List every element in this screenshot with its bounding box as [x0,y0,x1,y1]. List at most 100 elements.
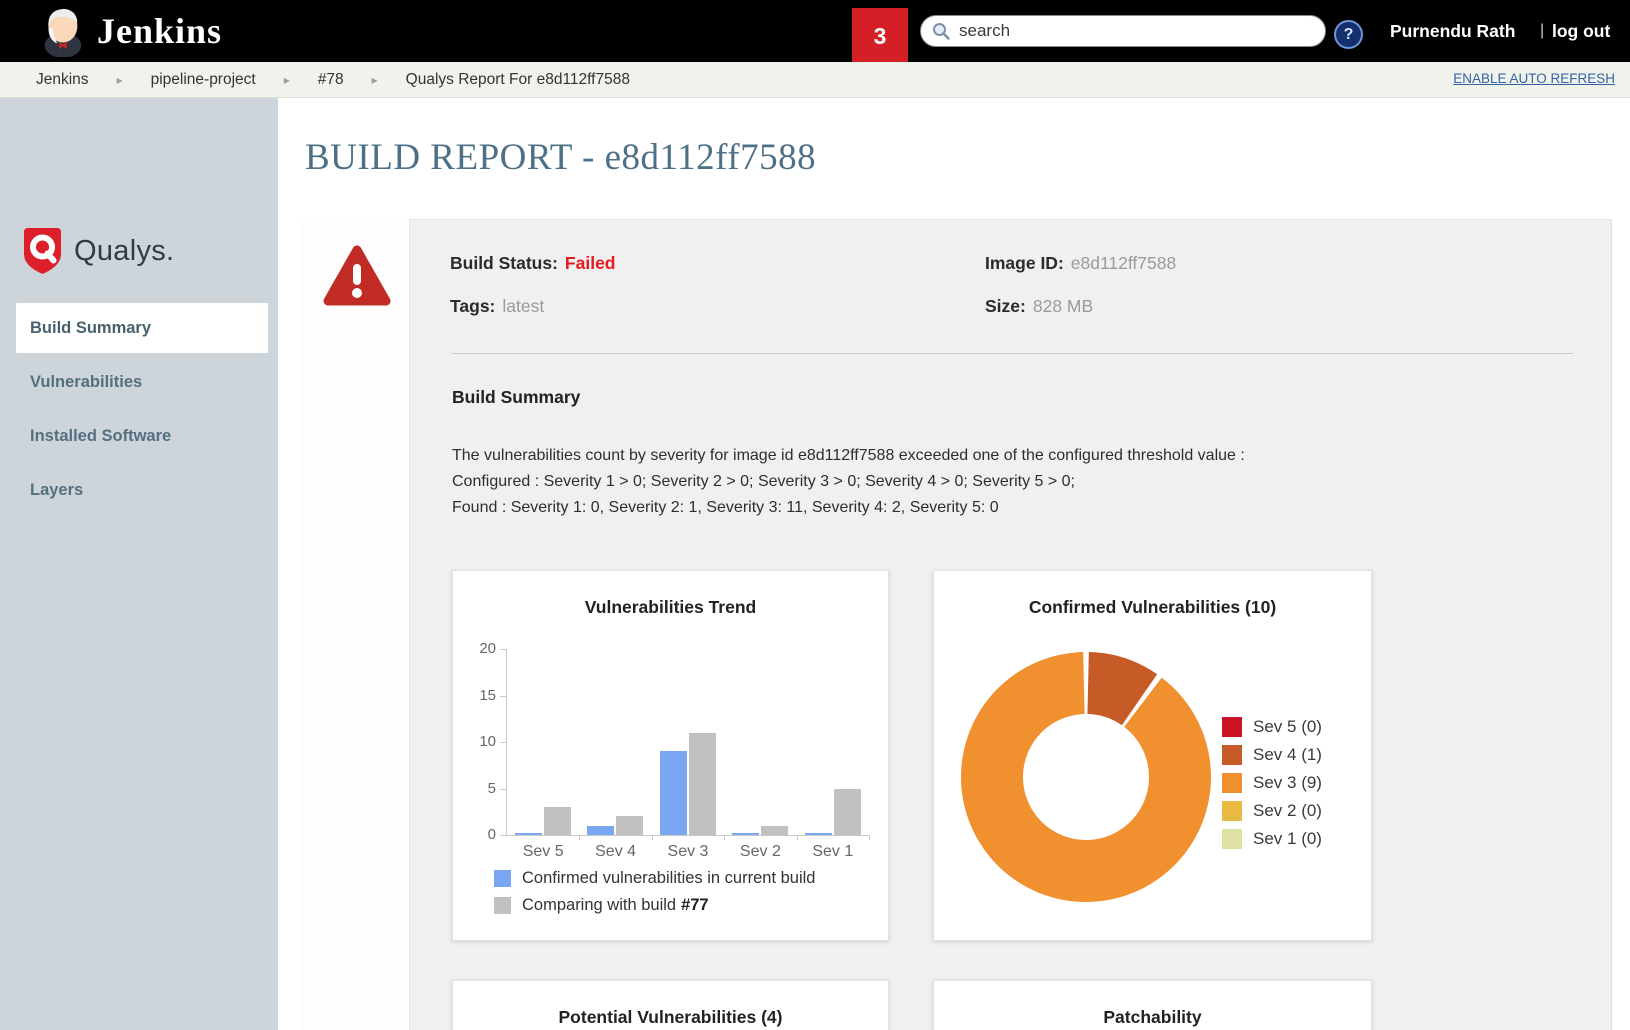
legend-item-previous-build: Comparing with build #77 [494,892,815,919]
help-icon[interactable]: ? [1334,20,1363,49]
y-axis-tick-label: 20 [479,640,496,657]
vulnerabilities-trend-card: Vulnerabilities Trend 0 5 10 15 20 Sev 5 Sev 4… [452,570,889,941]
sidebar-item-layers[interactable]: Layers [30,480,84,499]
bar-sev-3-series-0 [659,751,687,835]
search-input[interactable] [957,20,1315,42]
jenkins-home-link[interactable]: Jenkins [34,4,222,58]
trend-chart-legend: Confirmed vulnerabilities in current bui… [494,865,815,919]
warning-triangle-icon [323,245,391,306]
breadcrumb-arrow-icon: ▸ [116,72,123,87]
summary-line: Found : Severity 1: 0, Severity 2: 1, Se… [452,499,999,516]
build-status-value: Failed [564,253,616,273]
build-status-label: Build Status: [450,253,558,273]
legend-label: Sev 2 (0) [1253,801,1322,820]
y-axis-tick [500,695,507,697]
sidebar-item-installed-software[interactable]: Installed Software [30,426,172,445]
brand-wordmark: Jenkins [97,11,223,51]
x-axis-label: Sev 4 [595,843,637,860]
y-axis-tick [500,742,507,743]
x-axis-label: Sev 3 [667,843,709,860]
severity-donut-chart [960,652,1211,902]
build-status-row: Build Status: Failed [450,253,616,274]
bar-sev-2-series-0 [732,833,760,835]
legend-item-sev-1: Sev 1 (0) [1222,825,1322,853]
summary-line: Configured : Severity 1 > 0; Severity 2 … [452,473,1075,490]
tags-value: latest [502,296,545,316]
build-summary-heading: Build Summary [452,387,581,407]
image-id-row: Image ID: e8d112ff7588 [985,253,1176,274]
bar-sev-4-series-1 [616,816,644,835]
qualys-logo: Qualys. [22,226,174,276]
bar-sev-5-series-0 [515,833,542,835]
patchability-title: Patchability [1103,1007,1202,1027]
notification-badge[interactable]: 3 [852,8,908,64]
y-axis-tick [500,649,507,650]
topbar-separator: | [1540,22,1545,39]
bar-sev-2-series-1 [761,825,789,835]
summary-line: The vulnerabilities count by severity fo… [452,447,1245,464]
tags-row: Tags: latest [450,296,544,317]
legend-swatch [1222,745,1242,765]
x-axis-tick [724,835,726,840]
donut-chart-title: Confirmed Vulnerabilities (10) [1028,597,1277,617]
jenkins-mascot-icon [44,8,82,57]
legend-label: Sev 3 (9) [1253,773,1322,792]
sidebar: Qualys. Build Summary Vulnerabilities In… [0,98,278,1030]
legend-swatch [1222,829,1242,849]
donut-chart-legend: Sev 5 (0) Sev 4 (1) Sev 3 (9) Sev 2 (0) Sev … [1222,713,1322,853]
bar-sev-4-series-0 [587,825,615,835]
sidebar-item-build-summary[interactable]: Build Summary [16,303,268,353]
image-id-value: e8d112ff7588 [1070,253,1177,273]
legend-swatch-blue [494,870,511,887]
search-icon [933,23,950,40]
legend-label: Sev 5 (0) [1253,717,1322,736]
breadcrumb-item-project[interactable]: pipeline-project [150,70,256,88]
x-axis-label: Sev 1 [812,843,854,860]
trend-bar-chart: 0 5 10 15 20 Sev 5 Sev 4 Sev 3 Sev 2 Sev 1 [479,640,870,860]
image-id-label: Image ID: [985,253,1064,273]
top-bar: Jenkins 3 ? Purnendu Rath | log out [0,0,1630,64]
donut-slice-sev-3 [960,652,1211,902]
tags-label: Tags: [450,296,496,316]
legend-item-sev-4: Sev 4 (1) [1222,741,1322,769]
y-axis-tick-label: 15 [479,686,496,704]
patchability-card: Patchability [933,980,1372,1030]
y-axis-tick-label: 5 [487,779,496,797]
breadcrumb: Jenkins ▸ pipeline-project ▸ #78 ▸ Qualy… [0,62,1630,98]
build-summary-text: The vulnerabilities count by severity fo… [452,443,1245,521]
y-axis-tick [500,835,507,836]
bar-sev-3-series-1 [688,732,716,835]
x-axis-tick [651,835,653,840]
trend-chart-title: Vulnerabilities Trend [584,597,757,617]
size-row: Size: 828 MB [985,296,1093,317]
legend-item-sev-3: Sev 3 (9) [1222,769,1322,797]
bar-sev-5-series-1 [544,807,571,835]
legend-swatch-gray [494,897,511,914]
legend-swatch [1222,717,1242,737]
enable-auto-refresh-link[interactable]: ENABLE AUTO REFRESH [1453,71,1615,86]
user-name-link[interactable]: Purnendu Rath [1390,20,1516,41]
logout-link[interactable]: log out [1552,20,1611,41]
size-value: 828 MB [1032,296,1094,316]
sidebar-item-vulnerabilities[interactable]: Vulnerabilities [30,372,143,391]
qualys-wordmark: Qualys. [74,234,175,267]
legend-swatch [1222,773,1242,793]
bar-sev-1-series-1 [833,788,861,835]
size-label: Size: [985,296,1026,316]
potential-vulnerabilities-title: Potential Vulnerabilities (4) [558,1007,783,1027]
x-axis-tick [796,835,798,840]
x-axis-label: Sev 2 [739,843,781,860]
y-axis-tick-label: 0 [487,826,496,843]
breadcrumb-item-report[interactable]: Qualys Report For e8d112ff7588 [405,70,630,88]
qualys-shield-icon [24,228,61,274]
breadcrumb-item-build[interactable]: #78 [317,70,344,88]
legend-label: Sev 4 (1) [1253,745,1322,764]
legend-label: Sev 1 (0) [1253,829,1322,848]
potential-vulnerabilities-card: Potential Vulnerabilities (4) [452,980,889,1030]
legend-swatch [1222,801,1242,821]
y-axis-tick-label: 10 [479,733,496,750]
breadcrumb-arrow-icon: ▸ [283,72,290,87]
y-axis-tick [500,788,507,790]
breadcrumb-item-jenkins[interactable]: Jenkins [36,70,89,88]
